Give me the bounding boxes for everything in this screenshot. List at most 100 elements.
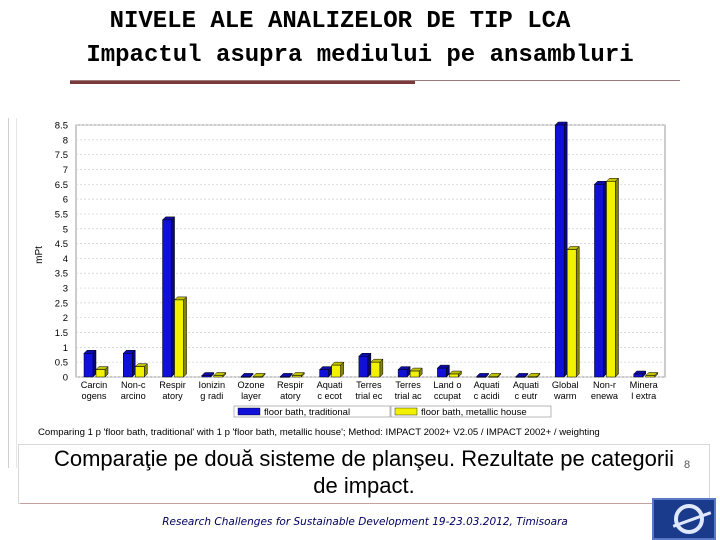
legend-entry-box: [390, 405, 552, 418]
bar-side: [603, 180, 607, 378]
x-tick-label: Non-r: [593, 380, 616, 390]
y-tick-label: 2.5: [55, 298, 68, 309]
x-tick-label: c eutr: [514, 391, 537, 401]
y-tick-label: 6: [63, 195, 68, 206]
bar-front: [252, 376, 263, 378]
logo-ring-shape: [674, 504, 704, 534]
legend-swatch: [237, 407, 261, 416]
bar-metallic-2: [173, 296, 188, 378]
x-tick-label: atory: [162, 391, 183, 401]
x-tick-label: Terres: [356, 380, 382, 390]
bar-side: [183, 296, 187, 378]
bar-front: [331, 364, 341, 378]
x-tick-label: ccupat: [434, 391, 462, 401]
bar-front: [449, 373, 459, 378]
chart-bars: [83, 121, 659, 379]
bar-front: [606, 181, 616, 378]
bar-traditional-14: [633, 370, 647, 378]
y-axis-ticks: 0 0.5 1 1.5 2 2.5 3 3.5 4 4.5 5 5.5 6 6.5 7 7.5 8 8.5: [55, 121, 68, 384]
bar-traditional-1: [122, 349, 136, 378]
slide-title-line2: Impactul asupra mediului pe ansambluri: [86, 42, 634, 69]
y-tick-label: 3: [63, 284, 68, 295]
bar-side: [615, 177, 619, 378]
x-tick-label: Respir: [159, 380, 186, 390]
x-tick-label: layer: [241, 391, 261, 401]
x-axis-labels: CarcinogensNon-carcinoRespiratoryIonizin…: [81, 380, 659, 401]
y-tick-label: 7.5: [55, 150, 68, 161]
bar-metallic-8: [409, 367, 423, 378]
y-tick-label: 0.5: [55, 358, 68, 369]
bar-metallic-0: [95, 365, 109, 378]
bar-side: [367, 352, 372, 378]
y-tick-label: 4: [63, 254, 68, 265]
bar-metallic-11: [527, 372, 541, 379]
bar-side: [575, 245, 580, 378]
bar-front: [358, 355, 369, 378]
bar-traditional-7: [358, 352, 372, 378]
y-tick-label: 1: [63, 343, 68, 354]
bar-front: [488, 376, 498, 378]
footer-text: Research Challenges for Sustainable Deve…: [162, 516, 568, 528]
x-tick-label: g radi: [200, 391, 223, 401]
bar-side: [171, 216, 175, 378]
bar-front: [645, 375, 655, 378]
x-tick-label: Respir: [277, 380, 304, 390]
y-tick-label: 2: [63, 313, 68, 324]
bar-front: [95, 369, 106, 378]
bar-front: [83, 353, 94, 378]
bar-traditional-0: [83, 349, 97, 378]
bar-front: [201, 375, 212, 378]
x-tick-label: Minera: [630, 380, 659, 390]
bar-front: [554, 124, 565, 378]
y-tick-label: 3.5: [55, 269, 68, 280]
bar-traditional-2: [161, 216, 176, 378]
bar-traditional-6: [318, 365, 333, 378]
bar-front: [409, 370, 420, 378]
bar-front: [397, 369, 408, 378]
y-tick-label: 5: [63, 224, 68, 235]
bar-front: [123, 353, 133, 378]
legend-entry-box: [233, 405, 391, 418]
bar-metallic-5: [291, 371, 305, 378]
bar-front: [515, 376, 526, 378]
y-tick-label: 4.5: [55, 239, 68, 250]
bar-front: [319, 369, 329, 378]
bar-front: [135, 366, 145, 378]
caption-line1: Comparaţie pe două sisteme de planşeu. R…: [53, 446, 675, 471]
x-tick-label: c ecot: [317, 391, 342, 401]
x-tick-label: l extra: [631, 391, 657, 401]
bar-front: [527, 376, 538, 378]
bar-traditional-12: [554, 121, 568, 378]
title-divider-accent: [70, 81, 415, 84]
bar-traditional-8: [397, 365, 411, 378]
x-tick-label: arcino: [121, 391, 146, 401]
x-tick-label: Global: [552, 380, 579, 390]
left-margin-line: [8, 118, 9, 468]
bar-front: [594, 184, 604, 378]
x-tick-label: atory: [280, 391, 301, 401]
bar-metallic-13: [605, 177, 620, 378]
y-tick-label: 6.5: [55, 180, 68, 191]
chart-footnote: Comparing 1 p 'floor bath, traditional' …: [38, 427, 600, 438]
bar-front: [633, 373, 643, 378]
bar-traditional-11: [515, 372, 529, 379]
caption-line2: de impact.: [313, 473, 415, 498]
y-tick-label: 7: [63, 165, 68, 176]
bar-front: [213, 375, 224, 378]
x-tick-label: Ionizin: [199, 380, 226, 390]
x-tick-label: Terres: [395, 380, 421, 390]
y-tick-label: 1.5: [55, 328, 68, 339]
x-tick-label: Non-c: [121, 380, 146, 390]
bar-side: [92, 349, 97, 378]
bar-side: [132, 349, 136, 378]
bar-metallic-4: [252, 372, 266, 379]
chart-legend: floor bath, traditional floor bath, metal…: [233, 405, 552, 418]
bar-front: [240, 376, 251, 378]
bar-traditional-4: [240, 372, 254, 379]
bar-metallic-14: [645, 371, 659, 378]
title-divider: [70, 80, 680, 81]
legend-label: floor bath, metallic house: [421, 407, 527, 418]
bar-front: [566, 249, 577, 378]
bar-side: [563, 121, 568, 378]
bar-metallic-10: [488, 372, 502, 379]
